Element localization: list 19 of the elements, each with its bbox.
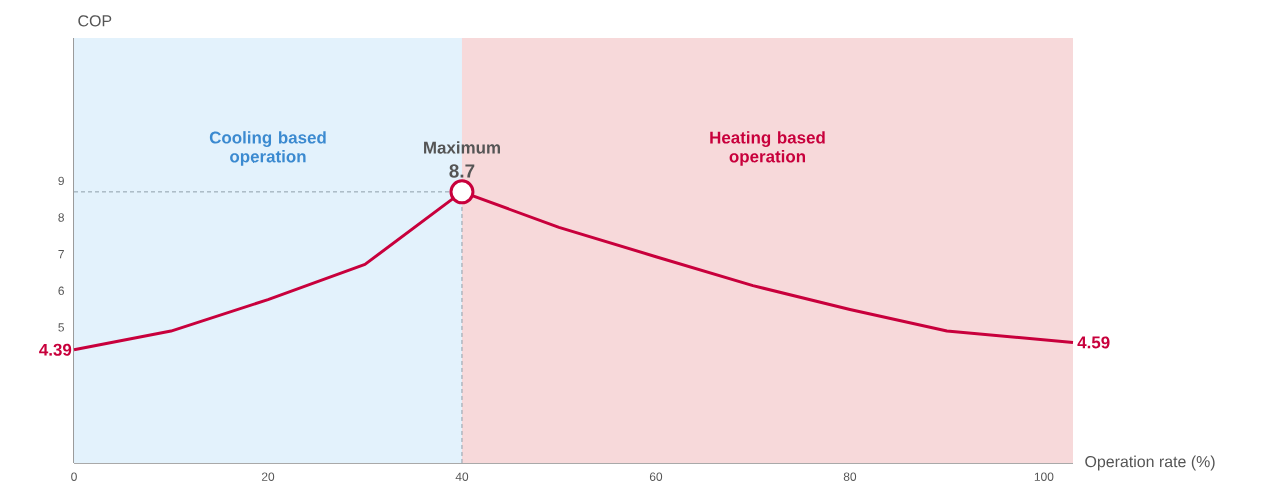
data-label: 4.59 [1077,336,1110,349]
data-label: 4.39 [39,343,72,356]
x-tick-label: 60 [649,472,663,481]
y-tick-label: 6 [58,286,64,296]
band-label: Heating based operation [710,131,825,166]
y-axis-title: COP [78,15,112,27]
x-tick-label: 40 [455,472,469,481]
x-axis-title: Operation rate (%) [1085,455,1215,471]
y-tick-label: 5 [58,323,64,332]
y-tick-label: 8 [58,213,64,222]
data-label: 8.7 [449,164,475,178]
x-tick-label: 80 [843,472,857,481]
x-tick-label: 100 [1034,472,1054,481]
y-tick-label: 7 [58,250,64,259]
annotation: Maximum [424,141,500,154]
band-label: Cooling based operation [209,131,326,166]
y-tick-label: 9 [58,176,64,186]
x-tick-label: 0 [71,472,77,481]
x-tick-label: 20 [261,472,275,481]
